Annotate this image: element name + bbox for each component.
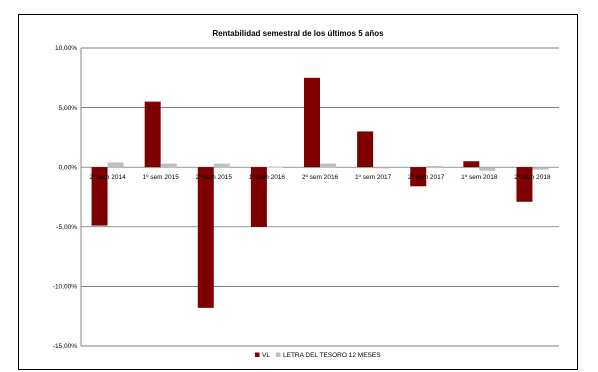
bar-vl — [250, 167, 267, 227]
bar-vl — [197, 167, 214, 308]
bar-letra-tesoro — [373, 167, 390, 169]
bar-letra-tesoro — [266, 166, 283, 168]
y-tick-label: 5,00% — [59, 105, 78, 112]
chart-title: Rentabilidad semestral de los últimos 5 … — [212, 29, 384, 38]
bar-letra-tesoro — [160, 163, 177, 168]
category-label: 2º sem 2017 — [408, 174, 445, 181]
bar-letra-tesoro — [213, 163, 230, 168]
legend: VL LETRA DEL TESORO 12 MESES — [255, 352, 381, 359]
bar-vl — [304, 77, 320, 168]
category-label: 2º sem 2014 — [89, 174, 126, 181]
bar-letra-tesoro — [479, 167, 496, 171]
legend-entry: LETRA DEL TESORO 12 MESES — [283, 352, 381, 359]
bar-vl — [516, 167, 533, 202]
y-tick-label: -5,00% — [56, 224, 77, 231]
bar-vl — [144, 101, 161, 168]
legend-swatch — [255, 352, 260, 357]
category-label: 2º sem 2018 — [514, 174, 551, 181]
bar-letra-tesoro — [320, 163, 336, 168]
bar-letra-tesoro — [426, 166, 443, 168]
bar-vl — [91, 167, 108, 226]
bars — [91, 77, 549, 308]
legend-entry: VL — [262, 352, 270, 359]
y-tick-label: 0,00% — [59, 164, 78, 171]
y-tick-label: -15,00% — [53, 343, 77, 350]
category-label: 2º sem 2015 — [196, 174, 233, 181]
category-label: 1º sem 2016 — [249, 174, 286, 181]
category-labels: 2º sem 2014 1º sem 2015 2º sem 2015 1º sem … — [89, 174, 551, 181]
bar-vl — [410, 167, 427, 187]
y-tick-label: -10,00% — [53, 284, 77, 291]
category-label: 1º sem 2017 — [355, 174, 392, 181]
bar-letra-tesoro — [107, 162, 124, 168]
category-label: 1º sem 2018 — [461, 174, 498, 181]
y-axis-ticks: 10,00% 5,00% 0,00% -5,00% -10,00% -15,00% — [53, 45, 77, 350]
chart-frame: Rentabilidad semestral de los últimos 5 … — [18, 14, 578, 370]
category-label: 2º sem 2016 — [302, 174, 339, 181]
bar-vl — [463, 161, 480, 168]
category-label: 1º sem 2015 — [142, 174, 179, 181]
y-tick-label: 10,00% — [55, 45, 77, 52]
legend-swatch — [276, 352, 281, 357]
bar-letra-tesoro — [532, 167, 549, 170]
chart: Rentabilidad semestral de los últimos 5 … — [53, 29, 559, 359]
bar-vl — [357, 131, 374, 168]
